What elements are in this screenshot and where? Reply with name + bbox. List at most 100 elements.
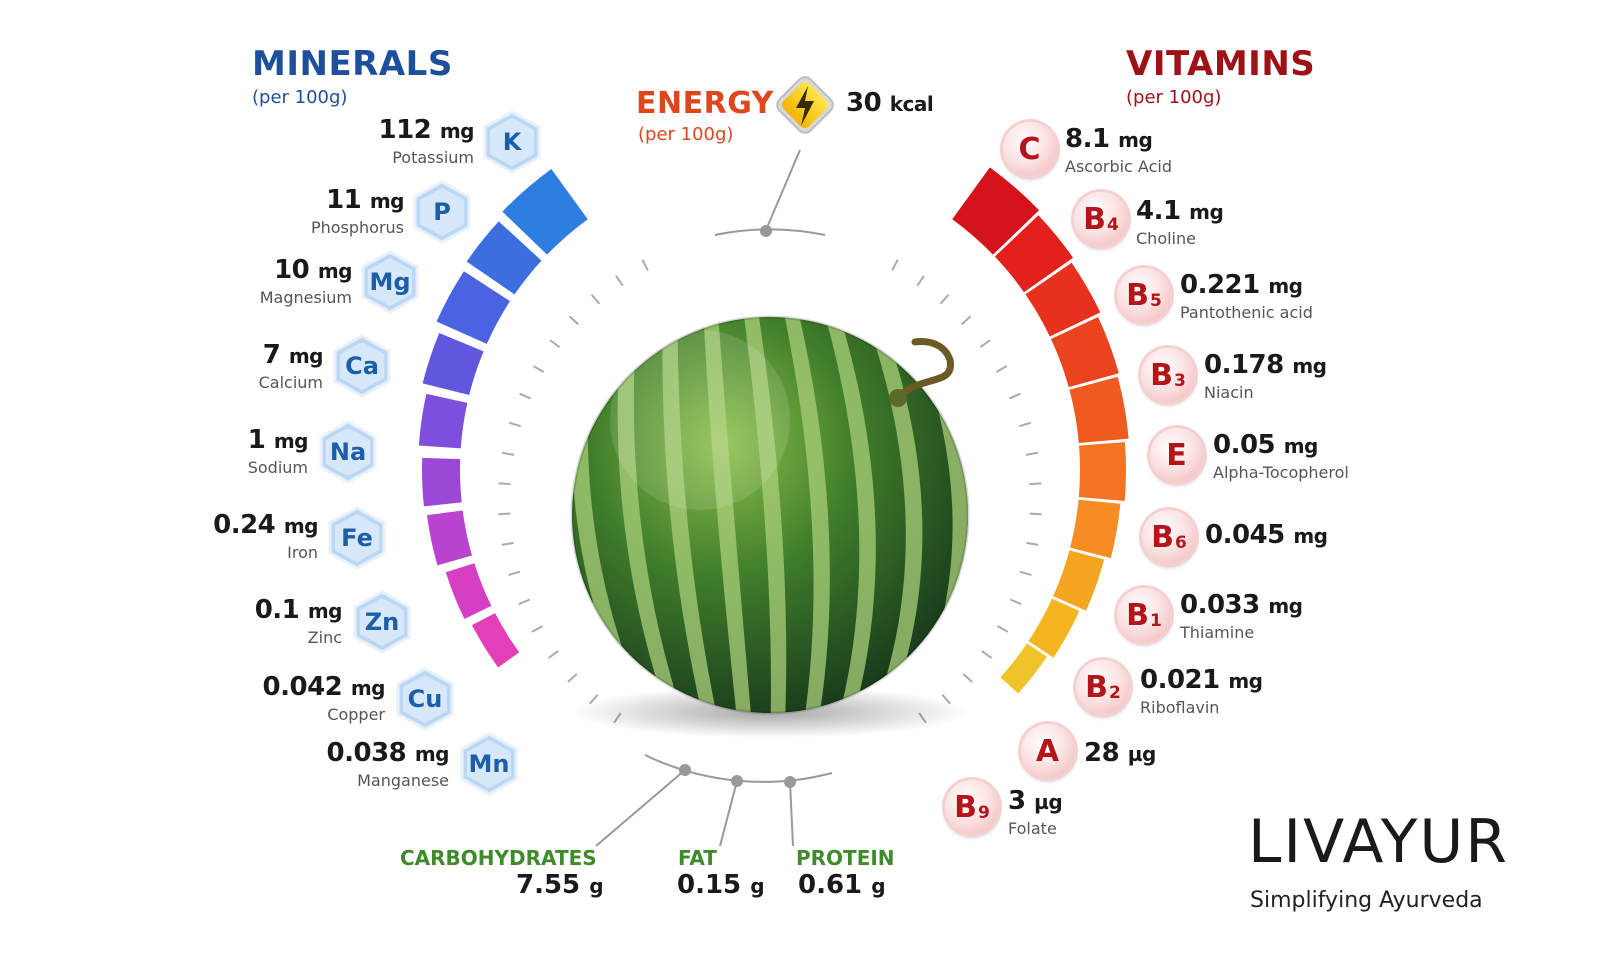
- vitamin-name: Pantothenic acid: [1180, 303, 1313, 322]
- gauge-ring: [498, 149, 1042, 847]
- vitamin-name: Niacin: [1204, 383, 1254, 402]
- mineral-symbol: Fe: [341, 524, 373, 552]
- mineral-bar: [471, 613, 520, 668]
- vitamin-bar: [952, 167, 1040, 255]
- mineral-symbol: Mn: [468, 750, 510, 778]
- mineral-symbol: K: [502, 128, 522, 156]
- vitamin-bars: [952, 167, 1129, 694]
- vitamin-value: 0.221 mg: [1180, 270, 1303, 300]
- vitamin-bar: [994, 215, 1074, 293]
- mineral-hexagon-badge: P: [412, 180, 472, 244]
- mineral-symbol: Cu: [407, 685, 443, 713]
- vitamin-name: Folate: [1008, 819, 1057, 838]
- mineral-name: Copper: [327, 705, 385, 724]
- mineral-name: Manganese: [357, 771, 449, 790]
- mineral-value: 0.042 mg: [262, 672, 386, 702]
- vitamin-badge: E: [1150, 428, 1204, 482]
- mineral-bar: [418, 393, 468, 449]
- mineral-value: 0.1 mg: [254, 595, 343, 625]
- fat-value: 0.15 g: [677, 870, 765, 900]
- mineral-value: 11 mg: [326, 185, 404, 215]
- vitamin-bar: [1000, 643, 1047, 694]
- vitamin-badge: C: [1003, 122, 1057, 176]
- mineral-hexagon-badge: Cu: [395, 667, 455, 731]
- fat-label: FAT: [678, 846, 717, 870]
- brand-logo: LIVAYUR: [1248, 807, 1509, 877]
- carbohydrates-label: CARBOHYDRATES: [400, 846, 597, 870]
- vitamin-value: 8.1 mg: [1065, 124, 1153, 154]
- carbohydrates-value: 7.55 g: [516, 870, 604, 900]
- energy-subtitle: (per 100g): [638, 124, 734, 145]
- mineral-bar: [502, 169, 588, 255]
- watermelon-image: [570, 315, 970, 715]
- mineral-value: 10 mg: [274, 255, 352, 285]
- brand-tagline: Simplifying Ayurveda: [1250, 888, 1483, 913]
- protein-value: 0.61 g: [798, 870, 886, 900]
- minerals-title: MINERALS: [252, 44, 453, 84]
- mineral-hexagon-badge: K: [482, 110, 542, 174]
- mineral-name: Phosphorus: [310, 218, 404, 237]
- vitamin-value: 0.033 mg: [1180, 590, 1303, 620]
- vitamin-value: 0.05 mg: [1213, 430, 1318, 460]
- vitamin-value: 3 µg: [1008, 786, 1063, 816]
- mineral-hexagon-badge: Fe: [327, 506, 387, 570]
- energy-title: ENERGY: [636, 86, 774, 121]
- mineral-value: 0.24 mg: [213, 510, 318, 540]
- mineral-value: 0.038 mg: [326, 738, 450, 768]
- vitamins-title: VITAMINS: [1126, 44, 1316, 84]
- mineral-bar: [466, 221, 542, 295]
- mineral-symbol: P: [433, 198, 451, 226]
- mineral-bar: [436, 271, 511, 344]
- mineral-name: Iron: [287, 543, 318, 562]
- vitamin-name: Alpha-Tocopherol: [1213, 463, 1349, 482]
- vitamin-value: 0.021 mg: [1140, 665, 1263, 695]
- vitamin-name: Choline: [1136, 229, 1196, 248]
- minerals-subtitle: (per 100g): [252, 87, 348, 108]
- vitamin-bar: [1050, 317, 1119, 388]
- mineral-name: Zinc: [307, 628, 342, 647]
- vitamin-bar: [1053, 550, 1105, 611]
- vitamin-name: Riboflavin: [1140, 698, 1220, 717]
- mineral-bar: [426, 510, 473, 566]
- mineral-symbol: Mg: [369, 268, 411, 296]
- energy-value: 30 kcal: [846, 88, 934, 118]
- vitamin-bar: [1070, 499, 1121, 559]
- mineral-hexagon-badge: Mn: [459, 732, 519, 796]
- vitamin-badge: A: [1021, 724, 1075, 778]
- mineral-symbol: Zn: [364, 608, 400, 636]
- mineral-hexagon-badge: Zn: [352, 590, 412, 654]
- mineral-hexagon-badge: Na: [318, 420, 378, 484]
- mineral-symbol: Ca: [345, 352, 379, 380]
- vitamin-bar: [1078, 442, 1126, 502]
- vitamin-value: 4.1 mg: [1136, 196, 1224, 226]
- mineral-hexagon-badge: Mg: [360, 250, 420, 314]
- mineral-name: Magnesium: [259, 288, 352, 307]
- mineral-hexagon-badge: Ca: [332, 334, 392, 398]
- protein-label: PROTEIN: [796, 846, 895, 870]
- vitamin-value: 28 µg: [1084, 738, 1156, 768]
- mineral-name: Potassium: [392, 148, 474, 167]
- mineral-bar: [422, 332, 484, 396]
- vitamin-name: Ascorbic Acid: [1065, 157, 1172, 176]
- mineral-bars: [418, 169, 588, 668]
- vitamin-bar: [1069, 376, 1129, 443]
- mineral-name: Calcium: [258, 373, 323, 392]
- mineral-value: 7 mg: [262, 340, 324, 370]
- vitamin-bar: [1025, 262, 1101, 337]
- mineral-value: 112 mg: [378, 115, 475, 145]
- mineral-bar: [421, 457, 462, 507]
- mineral-symbol: Na: [329, 438, 367, 466]
- mineral-bar: [445, 563, 492, 620]
- mineral-name: Sodium: [247, 458, 308, 477]
- mineral-value: 1 mg: [247, 425, 309, 455]
- vitamins-subtitle: (per 100g): [1126, 87, 1222, 108]
- vitamin-bar: [1028, 598, 1080, 658]
